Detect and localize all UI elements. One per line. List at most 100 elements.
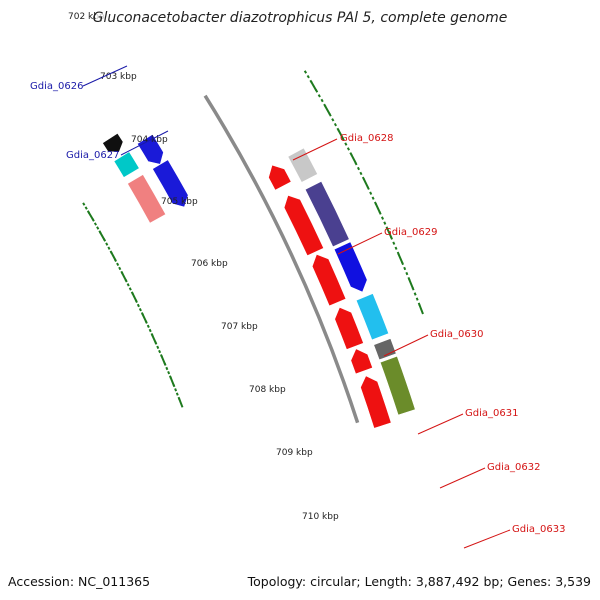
- scale-tick-outer: [418, 304, 424, 315]
- label-leader-line: [383, 334, 429, 357]
- scale-tick-outer: [403, 266, 407, 271]
- gene-label-gdia-0631[interactable]: Gdia_0631: [465, 408, 518, 419]
- gene-feature-16[interactable]: [379, 355, 416, 416]
- scale-tick-outer: [371, 196, 375, 200]
- gene-feature-15[interactable]: [373, 338, 397, 361]
- scale-tick-outer: [401, 261, 405, 266]
- scale-tick-outer: [390, 236, 394, 240]
- scale-label-707: 707 kbp: [221, 322, 258, 332]
- scale-tick-outer: [359, 171, 363, 176]
- scale-tick-inner: [116, 262, 120, 267]
- scale-label-705: 705 kbp: [161, 197, 198, 207]
- scale-tick-inner: [172, 383, 176, 388]
- gene-feature-17[interactable]: [360, 375, 392, 429]
- scale-tick-outer: [378, 211, 382, 215]
- scale-tick-inner: [165, 366, 169, 371]
- gene-feature-5[interactable]: [152, 159, 189, 208]
- label-leader-line: [82, 65, 128, 87]
- scale-label-710: 710 kbp: [302, 512, 339, 522]
- scale-tick-outer: [408, 278, 414, 289]
- label-leader-line: [463, 529, 511, 549]
- gene-label-gdia-0632[interactable]: Gdia_0632: [487, 462, 540, 473]
- scale-tick-outer: [310, 81, 318, 92]
- gene-feature-3[interactable]: [136, 133, 164, 165]
- scale-tick-inner: [91, 218, 95, 222]
- gene-label-gdia-0630[interactable]: Gdia_0630: [430, 329, 483, 340]
- gene-feature-2[interactable]: [113, 151, 140, 178]
- scale-tick-inner: [156, 345, 160, 349]
- scale-tick-inner: [167, 371, 171, 375]
- scale-tick-outer: [333, 122, 337, 127]
- gene-feature-14[interactable]: [350, 348, 373, 375]
- scale-tick-inner: [136, 303, 140, 308]
- scale-tick-outer: [369, 191, 373, 195]
- gene-label-gdia-0626[interactable]: Gdia_0626: [30, 81, 83, 92]
- gene-label-gdia-0628[interactable]: Gdia_0628: [340, 133, 393, 144]
- scale-tick-outer: [306, 74, 310, 79]
- scale-tick-outer: [411, 287, 415, 291]
- gene-feature-9[interactable]: [304, 180, 350, 248]
- gene-features: [102, 132, 416, 429]
- gene-feature-12[interactable]: [334, 306, 364, 350]
- scale-tick-inner: [102, 238, 107, 242]
- gene-labels: Gdia_0626 Gdia_0627 Gdia_0628 Gdia_0629 …: [30, 81, 565, 535]
- gene-label-gdia-0627[interactable]: Gdia_0627: [66, 150, 119, 161]
- gene-feature-1[interactable]: [102, 132, 124, 153]
- scale-tick-inner: [96, 226, 100, 230]
- scale-tick-inner: [177, 397, 184, 408]
- scale-tick-outer: [380, 216, 385, 220]
- label-leader-line: [337, 232, 383, 255]
- scale-tick-outer: [344, 142, 348, 146]
- scale-label-702: 702 kbp: [68, 12, 105, 22]
- scale-tick-inner: [84, 206, 88, 210]
- scale-tick-inner: [146, 324, 150, 329]
- scale-ticks: [82, 70, 424, 408]
- scale-tick-outer: [324, 105, 331, 115]
- genome-arc: [82, 70, 424, 429]
- map-title: Gluconacetobacter diazotrophicus PAl 5, …: [93, 10, 508, 26]
- scale-tick-inner: [134, 299, 138, 304]
- scale-label-709: 709 kbp: [276, 448, 313, 458]
- scale-tick-inner: [107, 246, 111, 250]
- scale-tick-inner: [144, 320, 148, 324]
- label-leader-line: [417, 413, 464, 435]
- scale-tick-outer: [337, 129, 344, 140]
- gene-feature-13[interactable]: [355, 293, 390, 341]
- scale-tick-inner: [128, 287, 132, 291]
- accession-text: Accession: NC_011365: [8, 574, 150, 589]
- gene-feature-7[interactable]: [287, 147, 319, 183]
- scale-tick-outer: [394, 246, 398, 250]
- gene-label-gdia-0629[interactable]: Gdia_0629: [384, 227, 437, 238]
- scale-tick-inner: [105, 242, 109, 246]
- scale-label-703: 703 kbp: [100, 72, 137, 82]
- gene-feature-6[interactable]: [268, 164, 292, 191]
- label-leader-line: [439, 467, 486, 489]
- gene-feature-10[interactable]: [311, 253, 347, 307]
- label-leader-line: [292, 138, 338, 161]
- scale-tick-outer: [320, 98, 324, 103]
- scale-tick-inner: [118, 266, 122, 271]
- scale-tick-outer: [405, 271, 409, 276]
- gene-feature-4[interactable]: [127, 174, 167, 224]
- label-leaders: [82, 65, 511, 549]
- scale-tick-outer: [362, 178, 369, 189]
- scale-tick-outer: [392, 241, 396, 245]
- gene-feature-8[interactable]: [283, 194, 325, 257]
- label-leader-line: [120, 130, 169, 156]
- scale-tick-inner: [93, 222, 97, 226]
- scale-tick-outer: [383, 221, 387, 225]
- scale-label-708: 708 kbp: [249, 385, 286, 395]
- scale-tick-outer: [386, 228, 393, 239]
- scale-tick-outer: [331, 118, 335, 122]
- gene-label-gdia-0633[interactable]: Gdia_0633: [512, 524, 565, 535]
- scale-tick-outer: [328, 113, 332, 117]
- scale-tick-outer: [356, 166, 361, 171]
- scale-tick-inner: [82, 202, 86, 206]
- scale-tick-inner: [126, 283, 130, 287]
- scale-tick-outer: [397, 253, 404, 264]
- scale-tick-outer: [413, 292, 417, 296]
- scale-label-706: 706 kbp: [191, 259, 228, 269]
- scale-tick-outer: [341, 137, 345, 141]
- backbone-track: [203, 94, 360, 424]
